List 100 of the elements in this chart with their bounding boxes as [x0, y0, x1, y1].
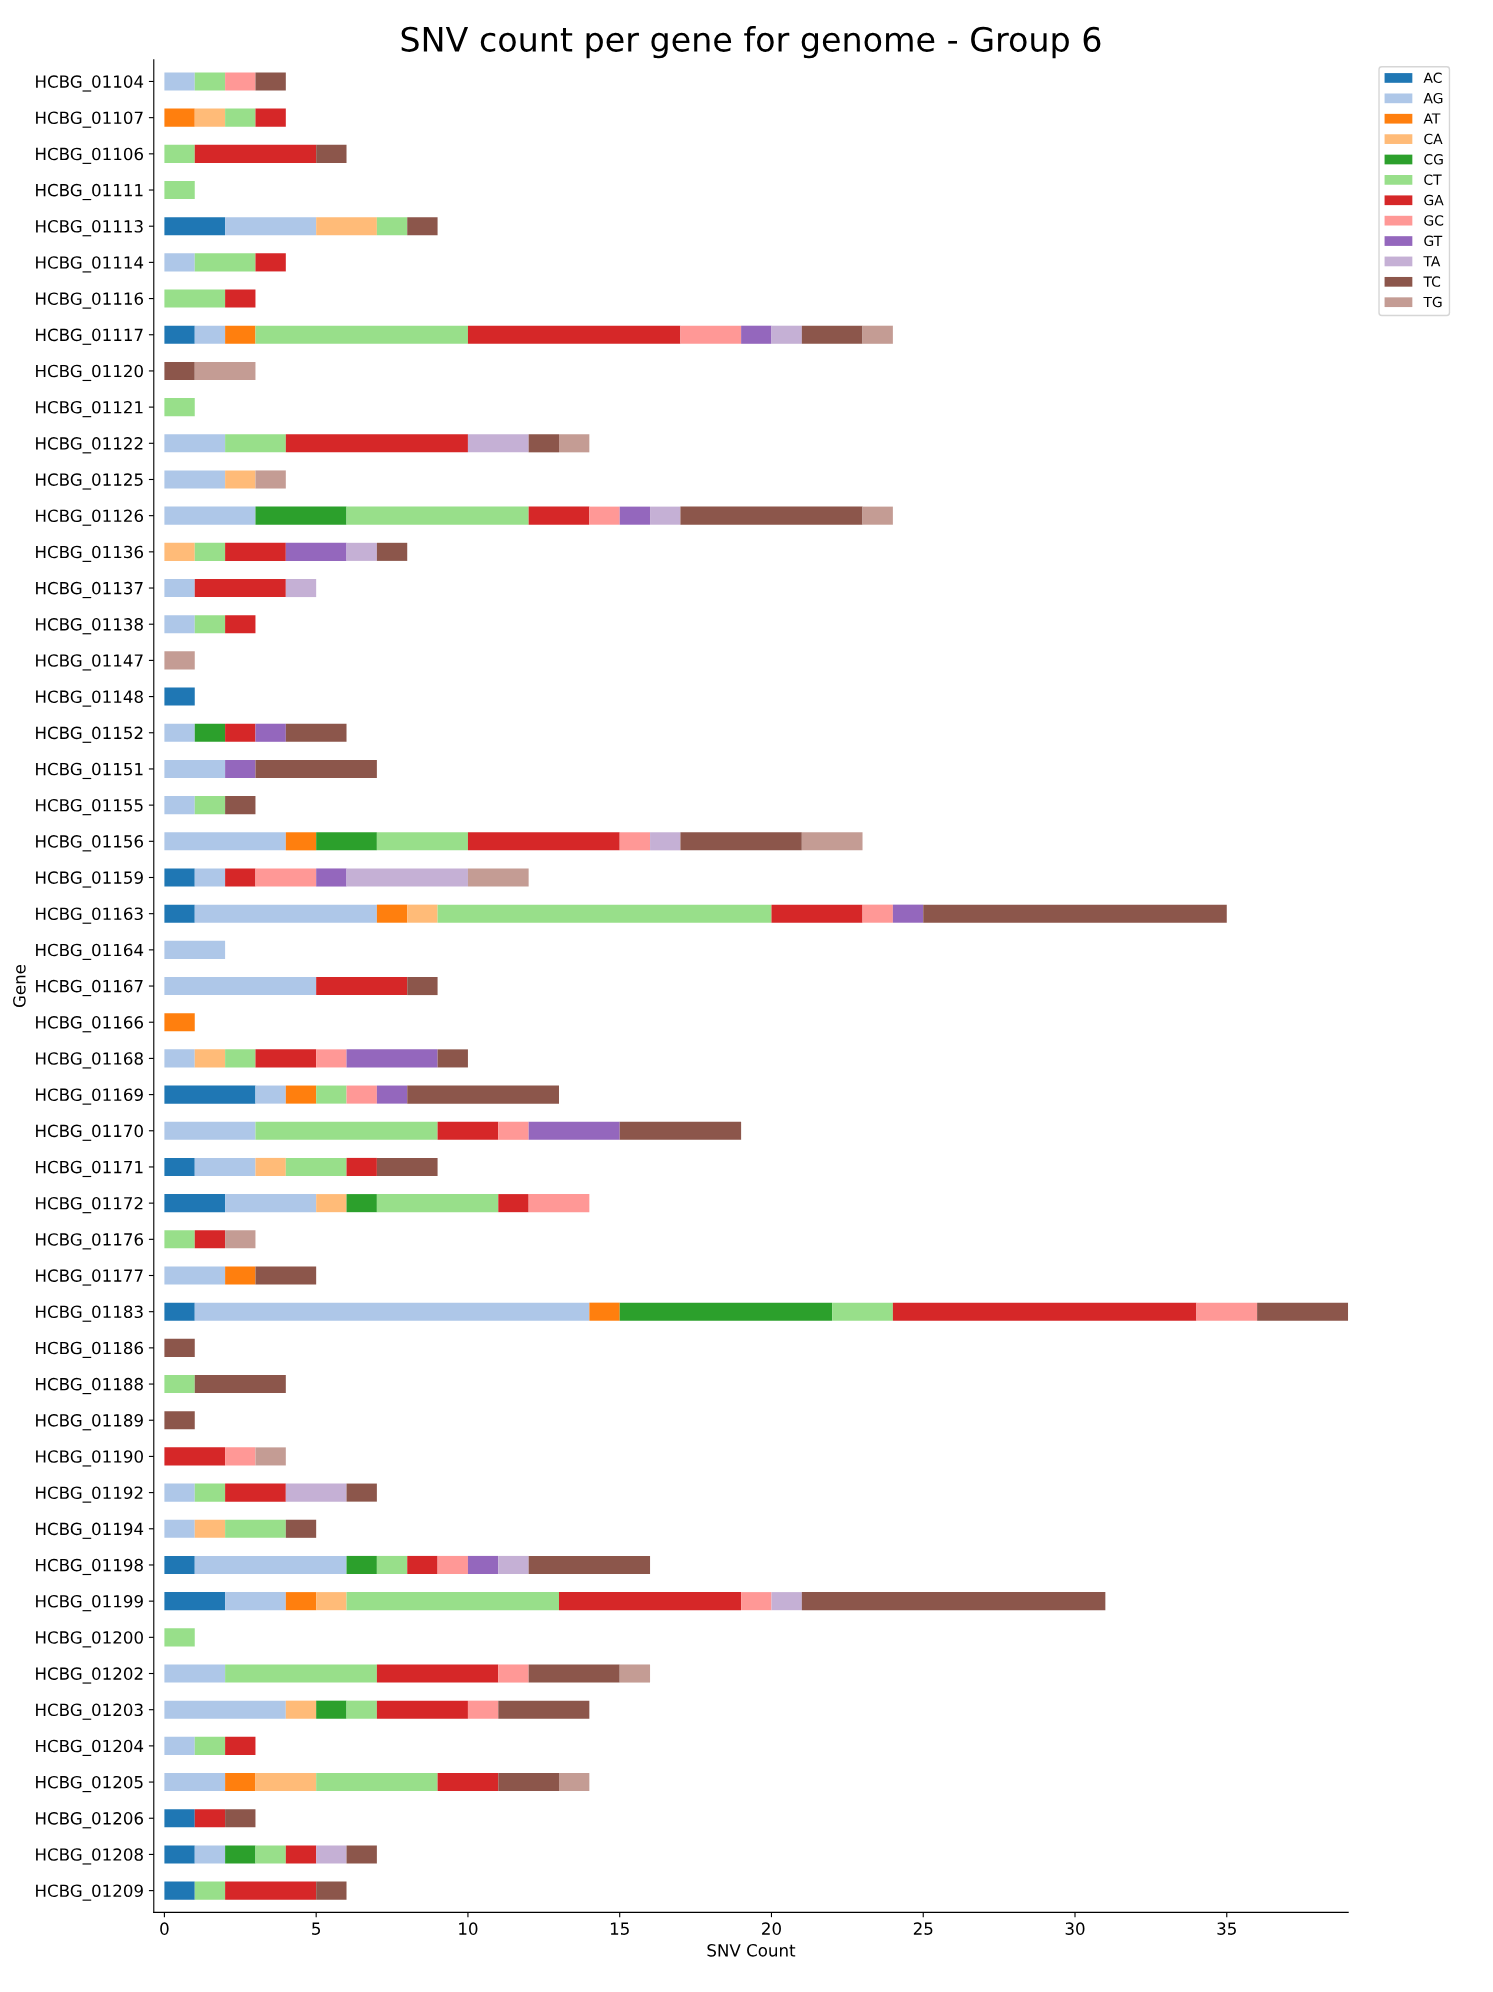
legend-label: TC — [1423, 276, 1441, 287]
y-tick-label: HCBG_01163 — [36, 907, 143, 924]
bar — [407, 904, 438, 923]
bar — [255, 1049, 317, 1068]
bar — [164, 1085, 256, 1104]
bar — [316, 1194, 347, 1213]
bar — [225, 759, 256, 778]
y-tick-label: HCBG_01138 — [36, 618, 143, 635]
bar — [528, 1121, 620, 1140]
bar — [376, 904, 408, 923]
bar — [194, 1375, 286, 1394]
bar — [407, 1085, 559, 1104]
legend-label: AT — [1423, 113, 1441, 124]
bar — [862, 506, 893, 525]
bar — [194, 253, 256, 272]
bar — [498, 1773, 559, 1792]
bar — [1257, 1302, 1349, 1321]
bar — [346, 506, 529, 525]
y-tick-label: HCBG_01189 — [36, 1414, 143, 1431]
y-tick-label: HCBG_01186 — [36, 1341, 143, 1358]
bar — [164, 976, 317, 996]
bar — [1196, 1302, 1258, 1321]
bar — [164, 615, 195, 634]
bar — [255, 1447, 286, 1466]
bar — [225, 289, 256, 308]
bar — [346, 1157, 377, 1176]
bar — [255, 1157, 286, 1176]
bar — [528, 1194, 590, 1213]
bar — [194, 578, 286, 598]
bar — [376, 217, 408, 236]
bar — [164, 832, 286, 851]
y-tick-label: HCBG_01125 — [36, 473, 143, 490]
y-tick-label: HCBG_01114 — [36, 256, 144, 273]
bar — [164, 1121, 256, 1140]
bar — [194, 144, 317, 163]
bar — [225, 1194, 317, 1213]
bar — [225, 72, 256, 91]
bar — [225, 1881, 317, 1900]
y-tick-label: HCBG_01206 — [36, 1812, 143, 1829]
y-tick-label: HCBG_01155 — [36, 798, 143, 816]
bar — [255, 868, 317, 887]
bar — [194, 108, 226, 127]
bar — [558, 1773, 590, 1792]
bar — [316, 1700, 347, 1719]
bar — [558, 1592, 742, 1611]
y-tick-label: HCBG_01156 — [36, 835, 143, 852]
y-tick-label: HCBG_01190 — [36, 1450, 143, 1467]
bar — [650, 832, 681, 851]
bar — [285, 723, 347, 742]
bar — [650, 506, 681, 525]
bar — [771, 904, 863, 923]
y-tick-label: HCBG_01104 — [36, 75, 144, 92]
y-tick-label: HCBG_01137 — [36, 581, 143, 599]
bar — [225, 723, 256, 742]
bar — [225, 470, 256, 489]
bar — [255, 506, 347, 525]
bar — [285, 434, 468, 453]
bar — [194, 1519, 226, 1538]
bar — [316, 144, 347, 163]
bar — [801, 1592, 1106, 1611]
bar — [316, 1881, 347, 1900]
bar — [862, 325, 893, 344]
bar — [194, 868, 226, 887]
bar — [346, 1700, 377, 1719]
bar — [255, 723, 286, 742]
bar — [255, 1773, 317, 1792]
bar — [285, 1700, 317, 1719]
bar — [225, 1809, 256, 1828]
bar — [285, 1592, 317, 1611]
bar — [194, 796, 226, 815]
bar — [164, 578, 195, 598]
bar — [164, 1447, 226, 1466]
bar — [164, 144, 195, 163]
bar — [164, 506, 256, 525]
bar — [285, 832, 317, 851]
bar — [225, 1049, 256, 1068]
bar — [164, 940, 226, 959]
bar — [528, 434, 559, 453]
bar — [771, 325, 802, 344]
bar — [164, 1157, 195, 1176]
bar — [680, 506, 863, 525]
bar — [164, 1483, 195, 1502]
x-tick-label: 15 — [610, 1922, 629, 1935]
bar — [225, 1736, 256, 1755]
bar — [164, 1664, 226, 1683]
bar — [194, 1881, 226, 1900]
bar — [801, 325, 863, 344]
bar — [225, 217, 317, 236]
bar — [923, 904, 1227, 923]
bar — [376, 542, 408, 561]
bar — [225, 108, 256, 127]
y-tick-label: HCBG_01168 — [36, 1052, 143, 1069]
bar — [225, 325, 256, 344]
x-tick-label: 5 — [312, 1922, 321, 1935]
legend-label: CG — [1424, 154, 1443, 165]
y-tick-label: HCBG_01209 — [36, 1884, 143, 1901]
bar — [225, 1266, 256, 1285]
bar — [771, 1592, 802, 1611]
y-tick-label: HCBG_01194 — [36, 1522, 144, 1539]
bar — [164, 1230, 195, 1249]
